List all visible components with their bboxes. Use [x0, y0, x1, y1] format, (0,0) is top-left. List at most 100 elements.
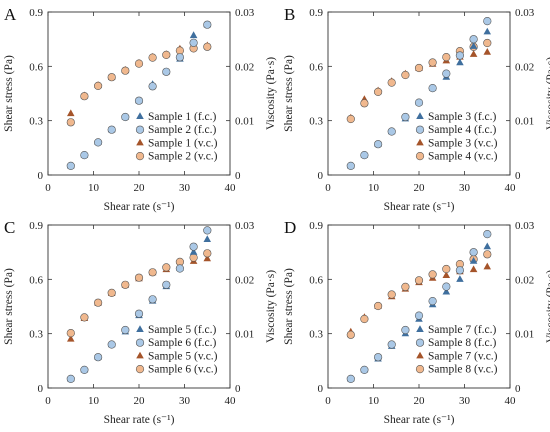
y-left-axis-title: Shear stress (Pa) — [3, 55, 15, 132]
data-point — [469, 265, 478, 273]
y-left-tick-label: 0.6 — [29, 274, 43, 286]
y-right-tick-label: 0.02 — [515, 61, 534, 73]
y-right-tick-label: 0.03 — [235, 220, 255, 232]
data-point — [134, 309, 144, 318]
data-point — [148, 268, 157, 277]
y-left-tick-label: 0 — [38, 170, 44, 182]
data-point — [428, 83, 437, 93]
data-point — [148, 295, 157, 304]
data-point — [203, 226, 212, 235]
data-point — [442, 282, 451, 291]
data-point — [162, 280, 171, 289]
data-point — [107, 340, 116, 349]
data-point — [346, 330, 355, 339]
data-point — [203, 254, 211, 262]
x-tick-label: 40 — [225, 395, 237, 407]
data-point — [401, 112, 410, 122]
data-point — [374, 353, 383, 362]
legend-label: Sample 4 (v.c.) — [428, 151, 498, 163]
legend-label: Sample 5 (f.c.) — [148, 324, 217, 336]
data-point — [93, 298, 103, 307]
legend-marker — [415, 152, 425, 161]
y-right-axis-title: Viscosity (Pa·s) — [265, 57, 277, 130]
data-point — [483, 38, 492, 48]
y-right-tick-label: 0.03 — [235, 7, 255, 19]
data-point — [107, 125, 116, 134]
y-right-tick-label: 0 — [235, 170, 241, 182]
data-point — [175, 53, 184, 62]
data-point — [121, 280, 130, 289]
data-point — [428, 297, 437, 306]
data-point — [360, 365, 369, 375]
data-point — [346, 161, 355, 170]
data-point — [401, 282, 410, 292]
x-tick-label: 0 — [45, 182, 51, 194]
legend-marker — [416, 325, 424, 332]
data-point — [162, 67, 171, 76]
y-left-tick-label: 0.3 — [29, 116, 43, 128]
data-point — [428, 270, 437, 279]
legend-label: Sample 1 (v.c.) — [148, 137, 218, 149]
legend-marker — [415, 338, 425, 347]
panel-letter: D — [284, 218, 296, 237]
legend-label: Sample 5 (v.c.) — [148, 350, 218, 362]
data-point — [428, 58, 437, 67]
data-point — [66, 118, 75, 127]
x-tick-label: 10 — [368, 395, 380, 407]
data-point — [442, 52, 451, 62]
data-point — [67, 334, 75, 342]
y-right-tick-label: 0.02 — [235, 274, 254, 286]
data-point — [346, 374, 355, 384]
data-point — [414, 311, 424, 320]
y-left-tick-label: 0 — [38, 383, 44, 395]
data-point — [80, 313, 89, 322]
y-right-tick-label: 0 — [515, 170, 521, 182]
data-point — [148, 53, 157, 62]
data-point — [66, 329, 75, 338]
data-point — [189, 253, 198, 262]
legend-marker — [415, 125, 425, 134]
y-right-tick-label: 0.02 — [235, 61, 254, 73]
legend-marker — [135, 152, 145, 161]
legend-marker — [136, 351, 144, 359]
legend-marker — [415, 365, 425, 374]
data-point — [455, 266, 465, 275]
legend-marker — [416, 138, 424, 146]
y-left-tick-label: 0 — [318, 383, 324, 395]
data-point — [121, 325, 130, 335]
x-tick-label: 0 — [325, 395, 331, 407]
data-point — [93, 138, 103, 147]
data-point — [469, 257, 478, 264]
data-point — [93, 81, 103, 90]
data-point — [346, 114, 355, 124]
legend-marker — [136, 138, 144, 146]
data-point — [148, 82, 157, 91]
legend-label: Sample 8 (v.c.) — [428, 364, 498, 376]
x-tick-label: 40 — [225, 182, 237, 194]
y-right-axis-title: Viscosity (Pa·s) — [545, 57, 550, 130]
legend-marker — [135, 365, 145, 374]
data-point — [162, 263, 171, 272]
data-point — [134, 273, 144, 282]
x-tick-label: 30 — [179, 395, 191, 407]
data-point — [483, 17, 492, 26]
y-left-tick-label: 0.9 — [309, 220, 323, 232]
x-tick-label: 40 — [505, 182, 517, 194]
y-left-axis-title: Shear stress (Pa) — [3, 268, 15, 345]
legend-label: Sample 6 (v.c.) — [148, 364, 218, 376]
y-left-tick-label: 0.9 — [309, 7, 323, 19]
data-point — [483, 48, 491, 55]
data-point — [360, 151, 369, 160]
y-right-tick-label: 0.03 — [515, 7, 535, 19]
x-axis-title: Shear rate (s⁻¹) — [104, 201, 175, 213]
y-right-tick-label: 0 — [515, 383, 521, 395]
data-point — [374, 301, 383, 311]
data-point — [414, 98, 424, 107]
data-point — [387, 290, 396, 299]
data-point — [387, 340, 396, 349]
legend-label: Sample 2 (v.c.) — [148, 151, 218, 163]
data-point — [134, 59, 144, 68]
data-point — [442, 69, 451, 78]
legend-marker — [416, 112, 424, 119]
